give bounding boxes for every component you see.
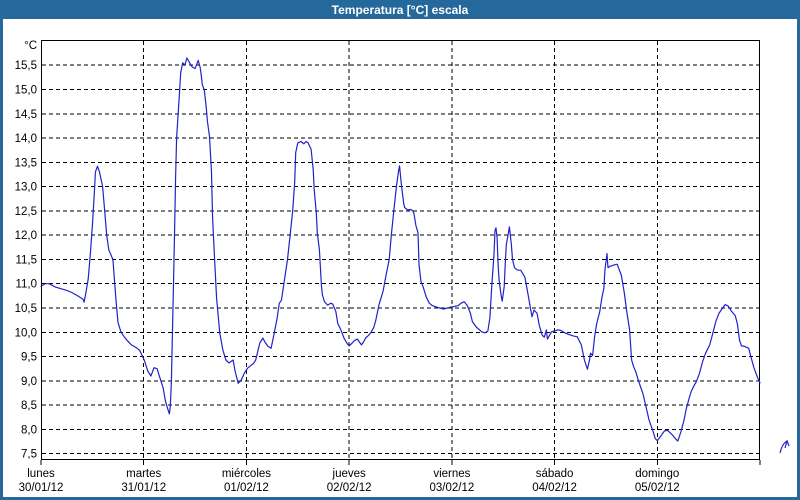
x-date-label: 02/02/12 [327,482,372,494]
y-tick-label: 7,5 [21,449,37,461]
x-day-label: viernes [433,468,470,480]
y-tick-label: 10,0 [15,327,37,339]
y-tick-label: 9,5 [21,352,37,364]
x-day-label: lunes [27,468,55,480]
y-tick-label: 14,5 [15,109,37,121]
y-tick-label: 11,5 [15,254,37,266]
x-date-label: 04/02/12 [532,482,577,494]
temperature-chart: 15,5 15,0 14,5 14,0 13,5 13,0 12,5 12,0 11,5 11,0… [15,40,790,494]
y-tick-label: 12,0 [15,230,37,242]
x-day-label: sábado [536,468,574,480]
x-date-label: 01/02/12 [224,482,269,494]
y-tick-label: 9,0 [21,376,37,388]
y-tick-label: 15,5 [15,60,37,72]
y-tick-label: 8,0 [21,424,37,436]
chart-area: 15,5 15,0 14,5 14,0 13,5 13,0 12,5 12,0 11,5 11,0… [3,19,797,497]
y-tick-label: 8,5 [21,400,37,412]
y-tick-label: 12,5 [15,206,37,218]
x-day-label: jueves [332,468,366,480]
y-axis-unit-label: °C [24,40,37,52]
y-tick-label: 14,0 [15,133,37,145]
title-bar: Temperatura [°C] escala [3,3,797,19]
y-tick-label: 10,5 [15,303,37,315]
x-day-label: martes [126,468,161,480]
x-date-label: 31/01/12 [121,482,166,494]
temperature-line [40,57,761,442]
x-date-label: 30/01/12 [19,482,64,494]
x-day-label: domingo [635,468,679,480]
window-title: Temperatura [°C] escala [331,3,469,17]
y-tick-label: 13,0 [15,182,37,194]
y-tick-label: 15,0 [15,85,37,97]
plot-border [41,40,760,460]
x-date-label: 05/02/12 [635,482,680,494]
y-tick-label: 11,0 [15,279,37,291]
pointer-artifact [779,439,790,454]
x-date-label: 03/02/12 [429,482,474,494]
x-day-label: miércoles [222,468,271,480]
y-tick-label: 13,5 [15,157,37,169]
